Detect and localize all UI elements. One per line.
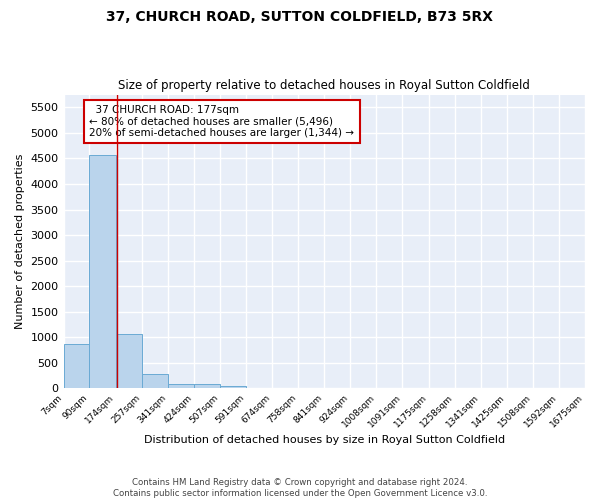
- Bar: [168, 384, 194, 388]
- Title: Size of property relative to detached houses in Royal Sutton Coldfield: Size of property relative to detached ho…: [118, 79, 530, 92]
- Text: Contains HM Land Registry data © Crown copyright and database right 2024.
Contai: Contains HM Land Registry data © Crown c…: [113, 478, 487, 498]
- Bar: [194, 384, 220, 388]
- Bar: [64, 344, 89, 389]
- Y-axis label: Number of detached properties: Number of detached properties: [15, 154, 25, 329]
- Text: 37 CHURCH ROAD: 177sqm
← 80% of detached houses are smaller (5,496)
20% of semi-: 37 CHURCH ROAD: 177sqm ← 80% of detached…: [89, 105, 355, 138]
- Bar: [142, 374, 168, 388]
- Bar: [220, 386, 246, 388]
- X-axis label: Distribution of detached houses by size in Royal Sutton Coldfield: Distribution of detached houses by size …: [144, 435, 505, 445]
- Bar: [116, 334, 142, 388]
- Bar: [89, 156, 116, 388]
- Text: 37, CHURCH ROAD, SUTTON COLDFIELD, B73 5RX: 37, CHURCH ROAD, SUTTON COLDFIELD, B73 5…: [107, 10, 493, 24]
